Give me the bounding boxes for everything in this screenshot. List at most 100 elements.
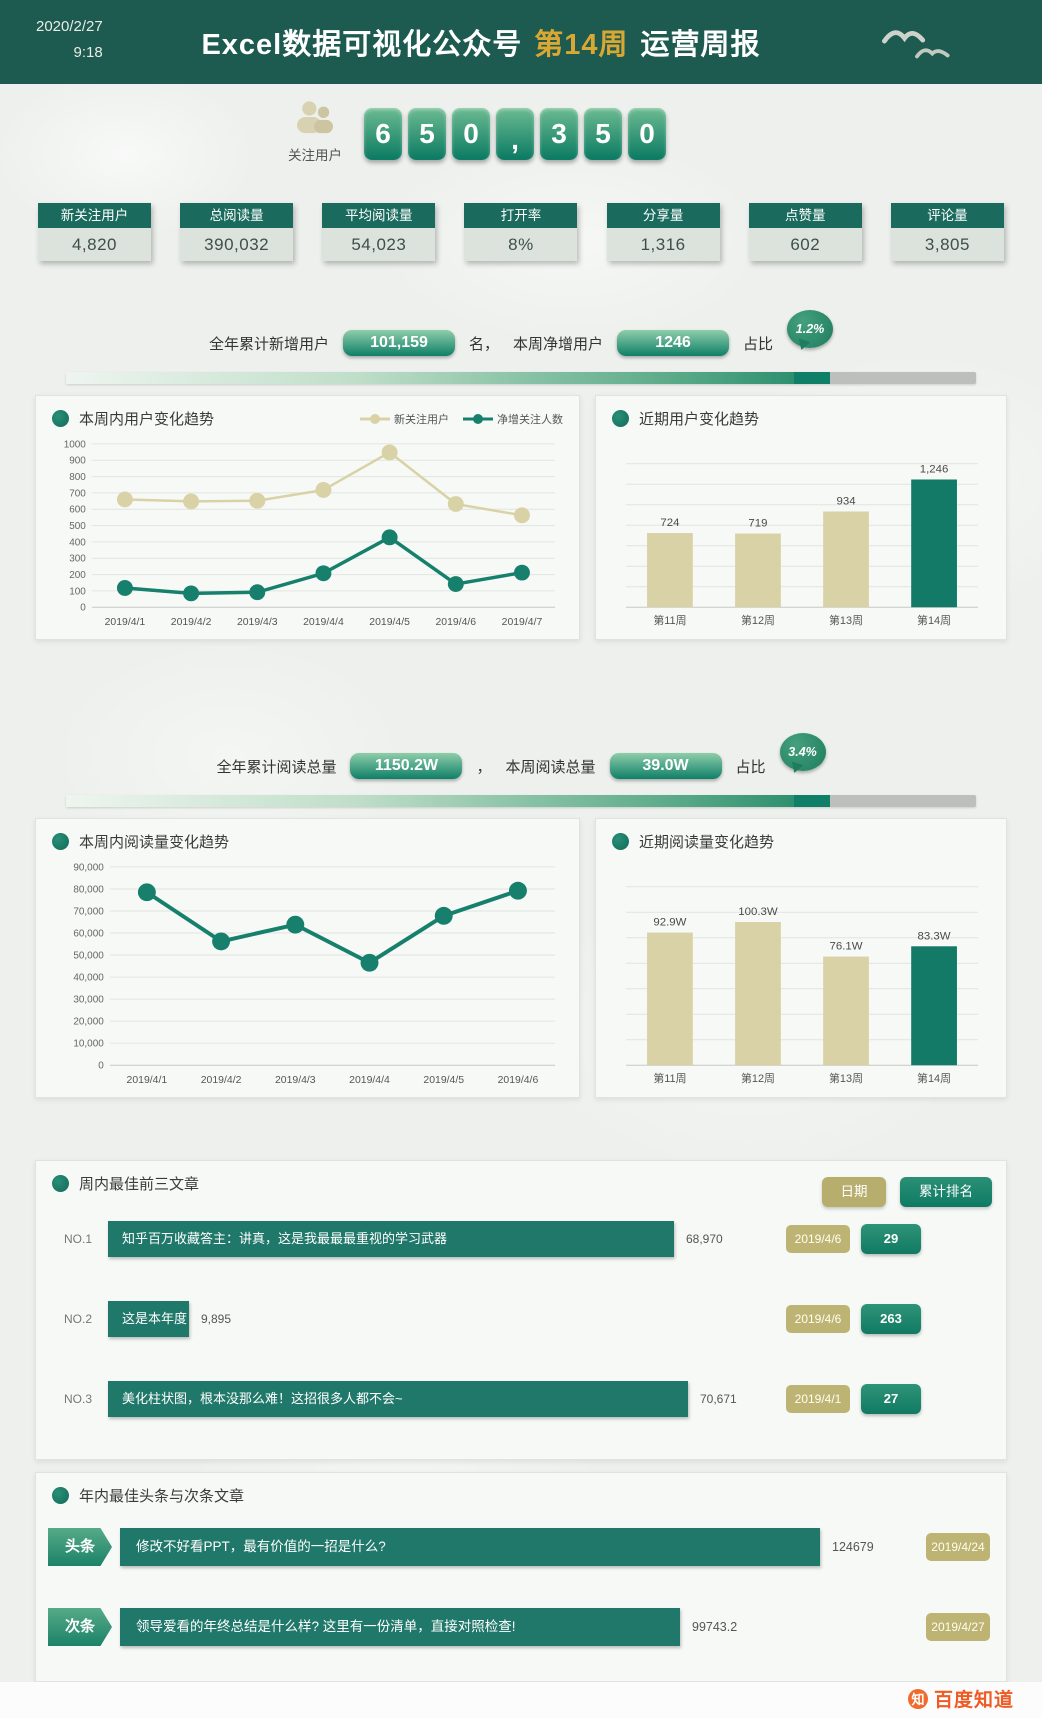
article-date-chip: 2019/4/6 xyxy=(786,1225,850,1253)
article-read-count: 70,671 xyxy=(700,1392,737,1406)
counter-digit: 0 xyxy=(628,108,666,160)
kpi-value: 390,032 xyxy=(180,228,294,261)
panel-title-row: 本周内阅读量变化趋势 xyxy=(52,831,563,852)
svg-text:10,000: 10,000 xyxy=(73,1039,104,1050)
chart-legend: 新关注用户 净增关注人数 xyxy=(360,411,563,427)
article-row: NO.3 美化柱状图，根本没那么难！这招很多人都不会~ 70,671 2019/4/1… xyxy=(36,1381,1006,1417)
value-week-reads: 39.0W xyxy=(609,753,722,779)
legend-item: 新关注用户 xyxy=(360,411,449,427)
watermark: 知 百度知道 xyxy=(907,1685,1014,1712)
panel-dot-icon xyxy=(612,410,629,427)
kpi-value: 602 xyxy=(748,228,862,261)
article-title-bar: 这是本年度 xyxy=(108,1301,189,1337)
svg-text:800: 800 xyxy=(69,472,86,483)
article-row: NO.1 知乎百万收藏答主：讲真，这是我最最最重视的学习武器 68,970 2019/… xyxy=(36,1221,1006,1257)
panel-title: 年内最佳头条与次条文章 xyxy=(79,1488,245,1505)
article-rank-badge: 29 xyxy=(861,1224,921,1254)
progress-fill xyxy=(66,795,794,807)
progress-bar-reads xyxy=(66,795,976,807)
svg-text:76.1W: 76.1W xyxy=(830,941,863,953)
article-rank-badge: 27 xyxy=(861,1384,921,1414)
title-suffix: 运营周报 xyxy=(640,29,761,61)
svg-text:60,000: 60,000 xyxy=(73,929,104,940)
line-chart-weekly-users: 0 100 200 300 400 500 600 700 800 900 1000 2019/4/1… xyxy=(48,434,569,633)
progress-read-text: 全年累计阅读总量 1150.2W ， 本周阅读总量 39.0W 占比 3.4% xyxy=(0,733,1042,785)
follower-label: 关注用户 xyxy=(288,148,342,163)
kpi-label: 点赞量 xyxy=(748,203,862,228)
svg-text:2019/4/1: 2019/4/1 xyxy=(127,1075,168,1086)
svg-text:1,246: 1,246 xyxy=(920,464,949,476)
panel-top-articles-year: 年内最佳头条与次条文章 头条 修改不好看PPT，最有价值的一招是什么? 124679… xyxy=(35,1472,1007,1682)
kpi-value: 3,805 xyxy=(890,228,1004,261)
report-date: 2020/2/27 xyxy=(36,18,103,35)
label-ratio: 占比 xyxy=(743,335,774,353)
svg-text:30,000: 30,000 xyxy=(73,995,104,1006)
svg-text:700: 700 xyxy=(69,488,86,499)
date-button[interactable]: 日期 xyxy=(822,1177,886,1207)
kpi-label: 新关注用户 xyxy=(38,203,151,228)
title-week-number: 第14周 xyxy=(534,29,629,61)
legend-swatch-icon xyxy=(360,413,390,424)
article-read-count: 9,895 xyxy=(201,1312,232,1326)
unit-text: 名， xyxy=(468,335,499,353)
report-datetime: 2020/2/27 9:18 xyxy=(36,14,103,67)
panel-dot-icon xyxy=(52,410,69,427)
cumulative-rank-button[interactable]: 累计排名 xyxy=(900,1177,992,1207)
comma-text: ， xyxy=(476,758,492,776)
progress-fill xyxy=(66,372,794,384)
svg-text:600: 600 xyxy=(69,505,86,516)
counter-digit: 3 xyxy=(540,108,578,160)
panel-dot-icon xyxy=(612,833,629,850)
footer-strip xyxy=(0,1682,1042,1718)
kpi-label: 分享量 xyxy=(606,203,720,228)
counter-digit: 5 xyxy=(584,108,622,160)
percent-bubble: 3.4% xyxy=(779,733,826,771)
svg-text:第12周: 第12周 xyxy=(741,613,775,627)
panel-dot-icon xyxy=(52,1175,69,1192)
kpi-card: 平均阅读量 54,023 xyxy=(322,203,436,261)
progress-user-summary: 全年累计新增用户 101,159 名， 本周净增用户 1246 占比 1.2% xyxy=(0,310,1042,390)
svg-text:100.3W: 100.3W xyxy=(738,906,778,918)
kpi-card: 点赞量 602 xyxy=(748,203,862,261)
line-chart-weekly-reads: 0 10,000 20,000 30,000 40,000 50,000 60,000 70,… xyxy=(48,857,569,1091)
svg-text:2019/4/4: 2019/4/4 xyxy=(349,1075,390,1086)
panel-title-row: 年内最佳头条与次条文章 xyxy=(52,1485,990,1506)
svg-text:80,000: 80,000 xyxy=(73,884,104,895)
label-week-net-users: 本周净增用户 xyxy=(513,335,604,353)
article-date-chip: 2019/4/1 xyxy=(786,1385,850,1413)
svg-text:第11周: 第11周 xyxy=(653,1071,686,1085)
svg-text:2019/4/7: 2019/4/7 xyxy=(502,617,543,628)
svg-text:100: 100 xyxy=(69,586,86,597)
article-title-bar: 知乎百万收藏答主：讲真，这是我最最最重视的学习武器 xyxy=(108,1221,674,1257)
label-week-reads: 本周阅读总量 xyxy=(505,758,596,776)
svg-text:2019/4/5: 2019/4/5 xyxy=(369,617,410,628)
article-title-bar: 修改不好看PPT，最有价值的一招是什么? xyxy=(120,1528,820,1566)
svg-text:50,000: 50,000 xyxy=(73,951,104,962)
panel-title: 近期阅读量变化趋势 xyxy=(639,834,775,851)
svg-text:83.3W: 83.3W xyxy=(918,930,951,942)
svg-text:90,000: 90,000 xyxy=(73,862,104,873)
panel-dot-icon xyxy=(52,1487,69,1504)
svg-text:400: 400 xyxy=(69,537,86,548)
bar-chart-recent-users: 724 第11周 719 第12周 934 第13周 1,246 第14周 xyxy=(608,434,996,633)
kpi-value: 1,316 xyxy=(606,228,720,261)
label-total-reads: 全年累计阅读总量 xyxy=(216,758,337,776)
svg-text:2019/4/1: 2019/4/1 xyxy=(105,617,146,628)
svg-text:200: 200 xyxy=(69,570,86,581)
panel-recent-user-trend: 近期用户变化趋势 724 第11周 719 第12周 934 第13周 1,246 第14周 xyxy=(595,395,1007,640)
progress-user-text: 全年累计新增用户 101,159 名， 本周净增用户 1246 占比 1.2% xyxy=(0,310,1042,362)
progress-read-summary: 全年累计阅读总量 1150.2W ， 本周阅读总量 39.0W 占比 3.4% xyxy=(0,733,1042,813)
svg-text:第14周: 第14周 xyxy=(917,613,951,627)
svg-text:900: 900 xyxy=(69,456,86,467)
article-rank-label: NO.1 xyxy=(64,1232,93,1246)
bar-chart-recent-reads: 92.9W 第11周 100.3W 第12周 76.1W 第13周 83.3W 第14周 xyxy=(608,857,996,1091)
panel-title-row: 近期阅读量变化趋势 xyxy=(612,831,990,852)
svg-text:第14周: 第14周 xyxy=(917,1071,951,1085)
panel-weekly-user-trend: 本周内用户变化趋势 新关注用户 净增关注人数 0 100 200 300 400 500 60… xyxy=(35,395,580,640)
panel-title-row: 近期用户变化趋势 xyxy=(612,408,990,429)
article-title-bar: 领导爱看的年终总结是什么样? 这里有一份清单，直接对照检查! xyxy=(120,1608,680,1646)
kpi-card: 打开率 8% xyxy=(464,203,578,261)
watermark-text: 百度知道 xyxy=(933,1690,1014,1711)
